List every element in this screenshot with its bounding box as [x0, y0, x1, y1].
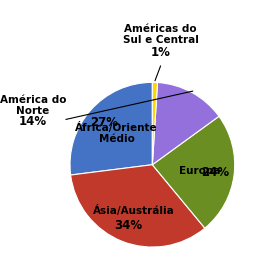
Text: 14%: 14% [19, 115, 47, 129]
Text: América do
Norte: América do Norte [0, 95, 66, 116]
Text: Europa: Europa [179, 166, 220, 176]
Wedge shape [152, 116, 235, 228]
Text: Américas do
Sul e Central: Américas do Sul e Central [123, 24, 199, 45]
Text: 34%: 34% [114, 220, 142, 232]
Wedge shape [71, 165, 205, 247]
Text: Ásia/Austrália: Ásia/Austrália [93, 205, 175, 216]
Text: 24%: 24% [201, 166, 229, 179]
Text: 1%: 1% [151, 46, 171, 59]
Wedge shape [152, 82, 158, 165]
Wedge shape [152, 83, 219, 165]
Text: África/Oriente
Médio: África/Oriente Médio [75, 122, 158, 144]
Wedge shape [70, 82, 152, 175]
Text: 27%: 27% [90, 116, 118, 129]
